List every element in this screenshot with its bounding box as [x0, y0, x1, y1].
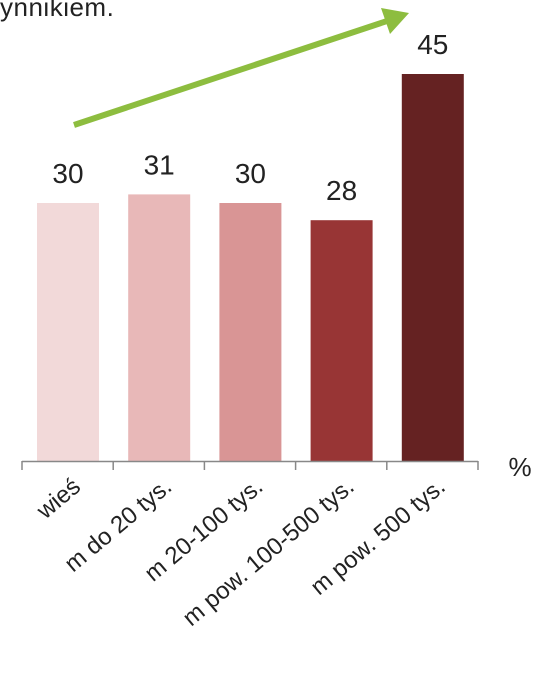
category-label-4: m pow. 100-500 tys. — [178, 473, 360, 632]
value-label-1: 30 — [52, 158, 83, 189]
value-label-2: 31 — [144, 149, 175, 180]
x-axis: % — [21, 452, 532, 482]
bars-layer — [37, 74, 464, 461]
bar-1 — [37, 203, 99, 461]
bar-5 — [401, 74, 464, 461]
value-label-3: 30 — [235, 158, 266, 189]
bar-3 — [219, 203, 282, 461]
trend-arrow-head — [381, 8, 409, 34]
category-label-1: wieś — [31, 473, 86, 525]
value-label-5: 45 — [417, 29, 448, 60]
top-caption-fragment: ynnikiem. — [0, 0, 115, 22]
value-label-4: 28 — [326, 175, 357, 206]
bar-4 — [310, 220, 373, 461]
bar-2 — [128, 194, 191, 461]
trend-arrow — [73, 8, 409, 128]
trend-arrow-shaft — [73, 17, 391, 128]
value-labels-layer: 30 31 30 28 45 — [52, 29, 448, 206]
unit-label: % — [508, 452, 531, 482]
